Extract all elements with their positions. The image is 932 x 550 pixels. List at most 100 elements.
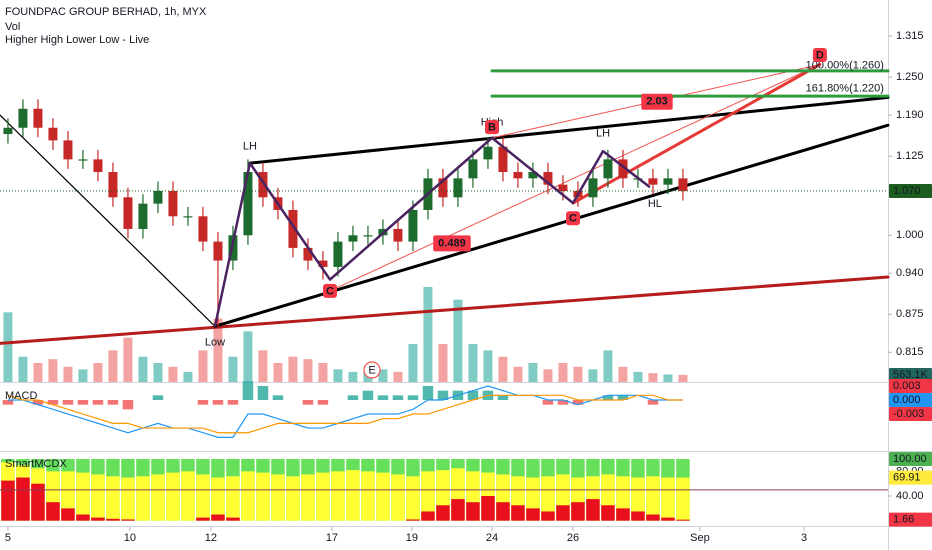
price-tag xyxy=(889,393,932,408)
macd-histogram-bar xyxy=(347,395,359,401)
candle-body xyxy=(363,235,373,237)
candle-body xyxy=(33,108,43,128)
volume-bar xyxy=(393,371,403,382)
mcdx-bar xyxy=(676,477,690,521)
volume-bar xyxy=(408,344,418,382)
volume-bar xyxy=(123,337,133,382)
volume-bar xyxy=(138,356,148,382)
trend-line xyxy=(0,114,216,327)
volume-bar xyxy=(633,371,643,382)
mcdx-bar xyxy=(286,476,300,521)
candle-body xyxy=(48,127,58,141)
trend-line xyxy=(329,64,821,292)
mcdx-bar xyxy=(271,474,285,521)
macd-histogram-bar xyxy=(2,400,14,405)
candle-body xyxy=(408,209,418,242)
value-label-box xyxy=(433,235,471,252)
volume-bar xyxy=(678,374,688,382)
candle-body xyxy=(123,197,133,229)
volume-bar xyxy=(33,363,43,382)
candle-body xyxy=(63,140,73,160)
candle-body xyxy=(558,184,568,191)
price-tag xyxy=(889,512,932,527)
price-tag xyxy=(889,407,932,422)
macd-histogram-bar xyxy=(272,395,284,401)
mcdx-bar xyxy=(121,477,135,521)
mcdx-bar xyxy=(421,471,435,521)
price-tag xyxy=(889,470,932,485)
mcdx-bar xyxy=(616,508,630,521)
volume-bar xyxy=(63,366,73,382)
candle-body xyxy=(678,178,688,191)
mcdx-bar xyxy=(46,502,60,521)
mcdx-bar xyxy=(631,477,645,521)
macd-histogram-bar xyxy=(437,390,449,401)
macd-histogram-bar xyxy=(392,395,404,401)
mcdx-bar xyxy=(16,477,30,521)
mcdx-bar xyxy=(541,476,555,521)
volume-bar xyxy=(588,369,598,382)
price-tag-label: 0.000 xyxy=(893,394,921,406)
mcdx-bar xyxy=(31,483,45,521)
mcdx-bar xyxy=(166,472,180,521)
point-marker xyxy=(812,48,827,63)
y-tick-label: 0.875 xyxy=(896,308,924,320)
volume-bar xyxy=(153,363,163,382)
price-tag xyxy=(889,452,932,467)
volume-bar xyxy=(48,359,58,382)
candle-body xyxy=(543,172,553,185)
pattern-label: LH xyxy=(243,141,257,153)
volume-bar xyxy=(228,356,238,382)
x-tick-label: Sep xyxy=(690,532,710,544)
mcdx-bar xyxy=(421,511,435,521)
y-tick-label: 1.000 xyxy=(896,229,924,241)
price-tag-label: 1.070 xyxy=(893,185,921,197)
mcdx-bar xyxy=(91,517,105,521)
mcdx-bar xyxy=(391,474,405,521)
x-tick-label: 10 xyxy=(124,532,136,544)
mcdx-bar xyxy=(646,514,660,521)
mcdx-bar xyxy=(226,517,240,521)
y-tick-label: 1.190 xyxy=(896,109,924,121)
value-label: 0.489 xyxy=(438,237,466,249)
volume-bar xyxy=(648,373,658,382)
point-marker-label: B xyxy=(488,122,496,134)
macd-histogram-bar xyxy=(152,395,164,401)
candle-body xyxy=(3,127,13,135)
trend-line xyxy=(248,95,890,165)
mcdx-bar xyxy=(241,471,255,521)
candle-body xyxy=(318,260,328,267)
candle-body xyxy=(183,216,193,218)
volume-bar xyxy=(543,369,553,382)
mcdx-bar xyxy=(466,502,480,521)
candle-body xyxy=(528,172,538,179)
volume-bar xyxy=(558,363,568,382)
signal-line xyxy=(7,394,683,434)
pane-title: SmartMCDX xyxy=(5,458,67,470)
point-marker xyxy=(566,211,580,226)
mcdx-bar xyxy=(346,470,360,521)
volume-bar xyxy=(438,344,448,382)
mcdx-bar xyxy=(76,472,90,521)
mcdx-bar xyxy=(586,499,600,521)
point-marker-label: C xyxy=(569,213,577,225)
macd-histogram-bar xyxy=(317,400,329,405)
candle-body xyxy=(18,108,28,128)
volume-bar xyxy=(78,369,88,382)
mcdx-bar xyxy=(106,518,120,521)
macd-histogram-bar xyxy=(107,400,119,405)
point-marker-label: C xyxy=(326,285,334,297)
trend-line xyxy=(0,275,890,345)
macd-histogram-bar xyxy=(407,395,419,401)
mcdx-bar xyxy=(511,505,525,521)
volume-bar xyxy=(498,356,508,382)
event-marker xyxy=(363,361,381,379)
volume-bar xyxy=(603,350,613,382)
point-marker xyxy=(485,120,499,135)
mcdx-bar xyxy=(301,474,315,521)
mcdx-bar xyxy=(196,517,210,521)
mcdx-bar xyxy=(1,480,15,521)
mcdx-bar xyxy=(61,508,75,521)
volume-bar xyxy=(423,287,433,382)
